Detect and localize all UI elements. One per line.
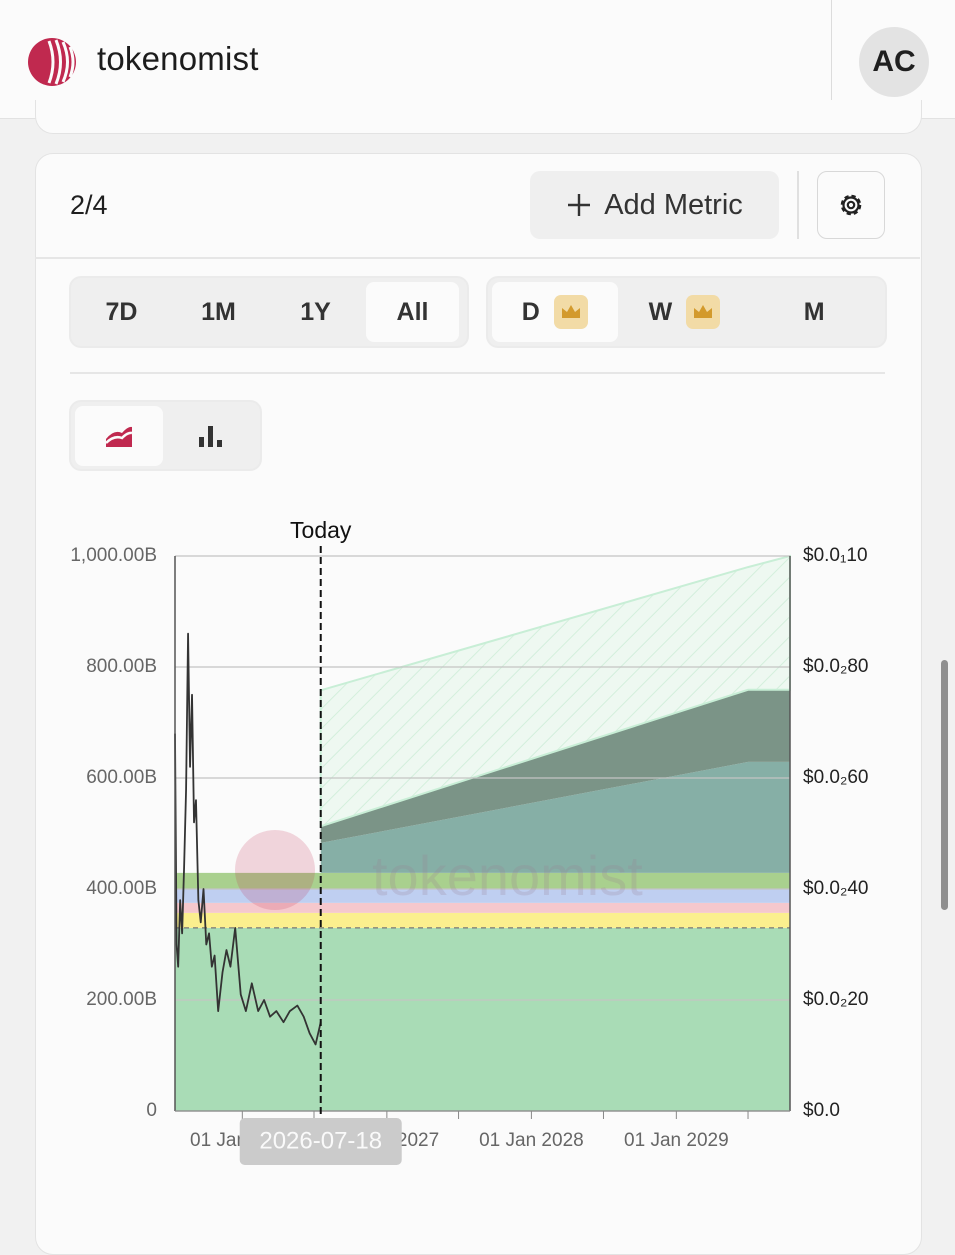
y2-tick-label: $0.0₂20 — [803, 989, 869, 1010]
y-tick-label: 1,000.00B — [70, 545, 157, 566]
segment-label: 1M — [201, 297, 236, 326]
segment-button[interactable]: D — [492, 282, 618, 342]
bar-icon — [199, 426, 222, 447]
area — [320, 689, 790, 843]
x-tick-label: 01 Jan 2029 — [624, 1130, 729, 1151]
divider — [70, 372, 885, 374]
segment-label: D — [521, 297, 540, 326]
range-selector: 7D 1M 1Y All — [69, 276, 469, 348]
today-label: Today — [290, 517, 352, 543]
segment-label: 1Y — [300, 297, 331, 326]
y2-tick-label: $0.0 — [803, 1100, 840, 1121]
settings-button[interactable] — [817, 171, 885, 239]
area — [320, 761, 790, 873]
segment-label: W — [648, 297, 673, 326]
metric-count: 2/4 — [70, 190, 108, 220]
y2-tick-label: $0.0₂40 — [803, 878, 869, 899]
y2-tick-label: $0.0₁10 — [803, 545, 868, 566]
area-chart-button[interactable] — [75, 406, 163, 466]
card-edge — [35, 100, 922, 134]
y-tick-label: 600.00B — [86, 767, 157, 788]
premium-badge — [553, 295, 588, 329]
plus-icon — [568, 194, 591, 216]
y-tick-label: 800.00B — [86, 656, 157, 677]
area — [175, 889, 790, 903]
crown-icon — [561, 305, 580, 318]
segment-button[interactable]: M — [751, 282, 877, 342]
avatar[interactable]: AC — [859, 27, 929, 97]
segment-label: 7D — [105, 297, 138, 326]
premium-badge — [686, 295, 721, 329]
y-tick-label: 0 — [146, 1100, 157, 1121]
y-tick-label: 400.00B — [86, 878, 157, 899]
brand[interactable]: tokenomist — [97, 40, 259, 77]
date-tooltip — [239, 1118, 402, 1165]
segment-button[interactable]: 1M — [172, 282, 265, 342]
segment-label: M — [803, 297, 825, 326]
y-tick-label: 200.00B — [86, 989, 157, 1010]
segment-label: All — [396, 297, 429, 326]
area — [175, 872, 790, 890]
y2-tick-label: $0.0₂60 — [803, 767, 869, 788]
crown-icon — [694, 305, 713, 318]
header: tokenomist AC — [0, 0, 955, 119]
logo[interactable] — [27, 37, 77, 87]
chart: 0 200.00B 400.00B 600.00B 800.00B 1,000.00B $0… — [70, 517, 869, 1165]
gear-icon — [840, 194, 862, 216]
add-metric-button[interactable]: Add Metric — [530, 171, 779, 239]
divider — [831, 0, 832, 118]
bar-chart-button[interactable] — [167, 406, 255, 466]
watermark: tokenomist — [372, 844, 643, 907]
scrollbar[interactable] — [941, 660, 948, 910]
date-tooltip-label: 2026-07-18 — [259, 1127, 382, 1154]
watermark-logo — [235, 830, 315, 910]
segment-button[interactable]: W — [622, 282, 748, 342]
area — [175, 912, 790, 928]
add-metric-label: Add Metric — [604, 188, 743, 221]
chart-type-toggle — [69, 400, 262, 471]
x-tick-label: 01 Jan 2028 — [479, 1130, 584, 1151]
y2-tick-label: $0.0₂80 — [803, 656, 869, 677]
segment-button[interactable]: 7D — [75, 282, 168, 342]
price-line — [174, 632, 322, 1046]
segment-button[interactable]: 1Y — [269, 282, 362, 342]
area — [175, 902, 790, 913]
area-icon — [105, 426, 133, 447]
segment-button[interactable]: All — [366, 282, 459, 342]
divider — [35, 257, 920, 259]
area — [175, 927, 790, 1111]
divider — [797, 171, 799, 239]
